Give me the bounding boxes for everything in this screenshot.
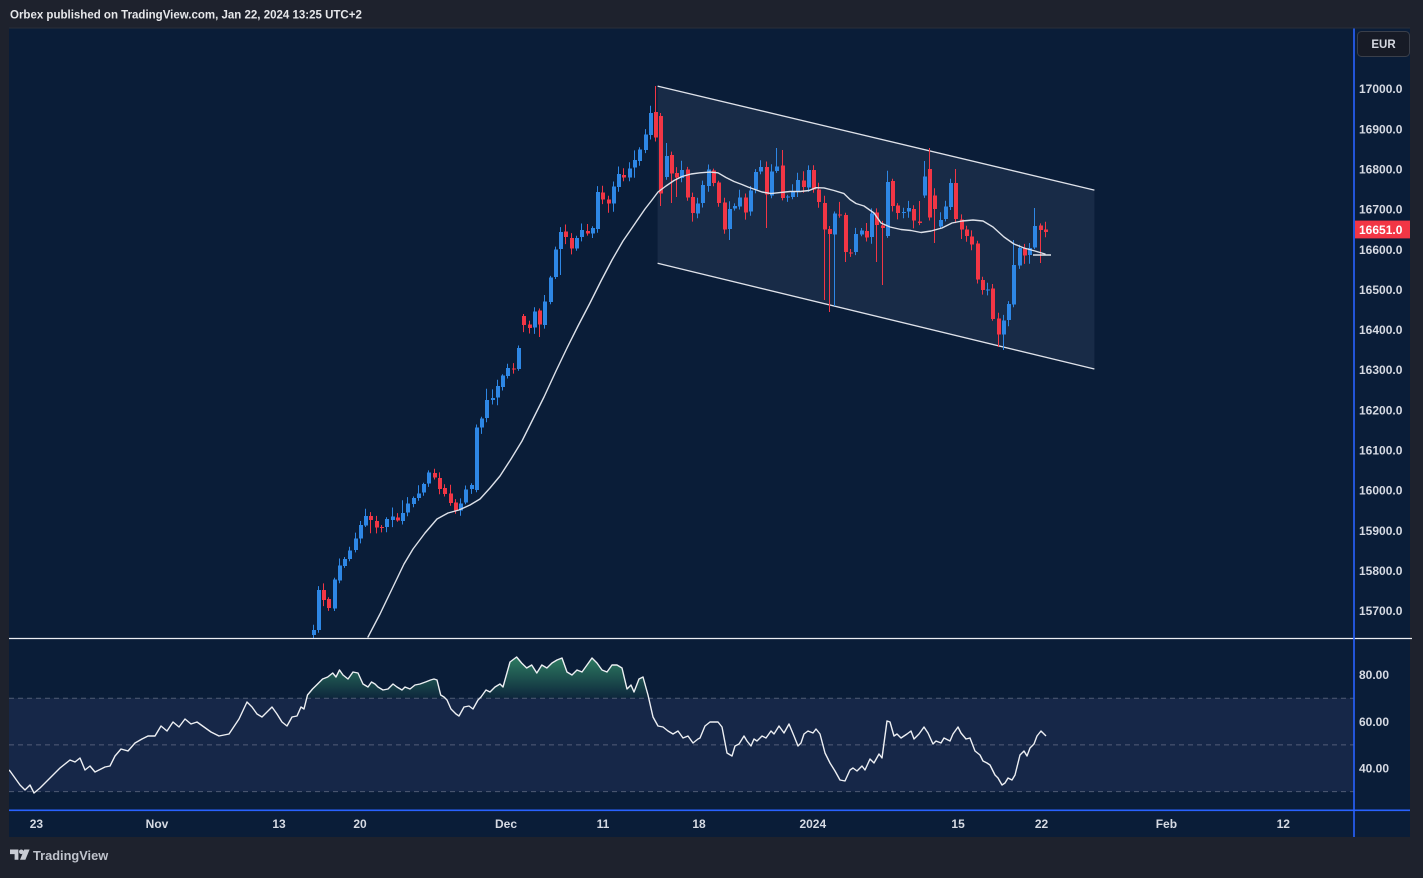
svg-text:EUR: EUR (1371, 39, 1396, 51)
svg-text:18: 18 (692, 817, 706, 831)
svg-text:40.00: 40.00 (1359, 762, 1389, 776)
svg-text:16500.0: 16500.0 (1359, 283, 1403, 297)
svg-text:60.00: 60.00 (1359, 715, 1389, 729)
svg-text:17000.0: 17000.0 (1359, 82, 1403, 96)
svg-text:TradingView: TradingView (33, 848, 108, 863)
svg-text:16200.0: 16200.0 (1359, 403, 1403, 417)
svg-text:11: 11 (597, 817, 610, 831)
svg-text:23: 23 (30, 817, 44, 831)
svg-text:Orbex published on TradingView: Orbex published on TradingView.com, Jan … (10, 10, 362, 22)
svg-text:16300.0: 16300.0 (1359, 363, 1403, 377)
svg-text:80.00: 80.00 (1359, 668, 1389, 682)
svg-text:Dec: Dec (495, 817, 517, 831)
svg-text:Nov: Nov (146, 817, 169, 831)
svg-text:16100.0: 16100.0 (1359, 444, 1403, 458)
svg-text:20: 20 (353, 817, 367, 831)
svg-text:22: 22 (1035, 817, 1049, 831)
svg-text:16700.0: 16700.0 (1359, 203, 1403, 217)
svg-text:16000.0: 16000.0 (1359, 484, 1403, 498)
svg-text:16900.0: 16900.0 (1359, 122, 1403, 136)
svg-text:16400.0: 16400.0 (1359, 323, 1403, 337)
svg-text:16600.0: 16600.0 (1359, 243, 1403, 257)
svg-text:2024: 2024 (799, 817, 826, 831)
svg-text:15900.0: 15900.0 (1359, 524, 1403, 538)
svg-text:15700.0: 15700.0 (1359, 604, 1403, 618)
svg-text:13: 13 (272, 817, 286, 831)
svg-text:16800.0: 16800.0 (1359, 163, 1403, 177)
svg-text:15: 15 (951, 817, 965, 831)
svg-text:16651.0: 16651.0 (1359, 223, 1403, 237)
svg-text:12: 12 (1277, 817, 1291, 831)
svg-text:15800.0: 15800.0 (1359, 564, 1403, 578)
svg-text:Feb: Feb (1156, 817, 1177, 831)
